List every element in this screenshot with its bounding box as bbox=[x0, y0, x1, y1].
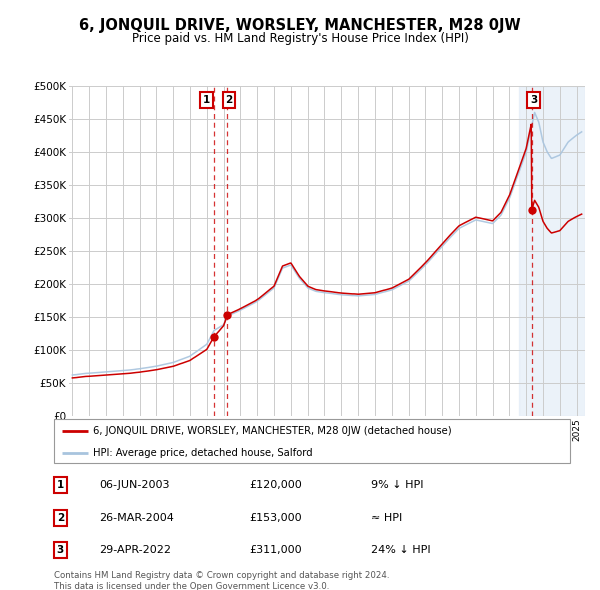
Text: 26-MAR-2004: 26-MAR-2004 bbox=[99, 513, 174, 523]
Text: 1: 1 bbox=[203, 95, 210, 105]
Text: £120,000: £120,000 bbox=[250, 480, 302, 490]
Text: HPI: Average price, detached house, Salford: HPI: Average price, detached house, Salf… bbox=[92, 448, 313, 458]
Text: 6, JONQUIL DRIVE, WORSLEY, MANCHESTER, M28 0JW: 6, JONQUIL DRIVE, WORSLEY, MANCHESTER, M… bbox=[79, 18, 521, 32]
FancyBboxPatch shape bbox=[54, 419, 570, 463]
Text: 24% ↓ HPI: 24% ↓ HPI bbox=[371, 545, 430, 555]
Text: 3: 3 bbox=[57, 545, 64, 555]
Text: 06-JUN-2003: 06-JUN-2003 bbox=[99, 480, 169, 490]
Text: 29-APR-2022: 29-APR-2022 bbox=[99, 545, 171, 555]
Bar bbox=[520, 86, 585, 416]
Text: 1: 1 bbox=[57, 480, 64, 490]
Text: 2: 2 bbox=[57, 513, 64, 523]
Text: £311,000: £311,000 bbox=[250, 545, 302, 555]
Text: Price paid vs. HM Land Registry's House Price Index (HPI): Price paid vs. HM Land Registry's House … bbox=[131, 32, 469, 45]
Text: £153,000: £153,000 bbox=[250, 513, 302, 523]
Text: 3: 3 bbox=[530, 95, 537, 105]
Text: Contains HM Land Registry data © Crown copyright and database right 2024.
This d: Contains HM Land Registry data © Crown c… bbox=[54, 571, 389, 590]
Text: 2: 2 bbox=[225, 95, 232, 105]
Text: 6, JONQUIL DRIVE, WORSLEY, MANCHESTER, M28 0JW (detached house): 6, JONQUIL DRIVE, WORSLEY, MANCHESTER, M… bbox=[92, 427, 451, 436]
Text: 9% ↓ HPI: 9% ↓ HPI bbox=[371, 480, 424, 490]
Text: ≈ HPI: ≈ HPI bbox=[371, 513, 402, 523]
